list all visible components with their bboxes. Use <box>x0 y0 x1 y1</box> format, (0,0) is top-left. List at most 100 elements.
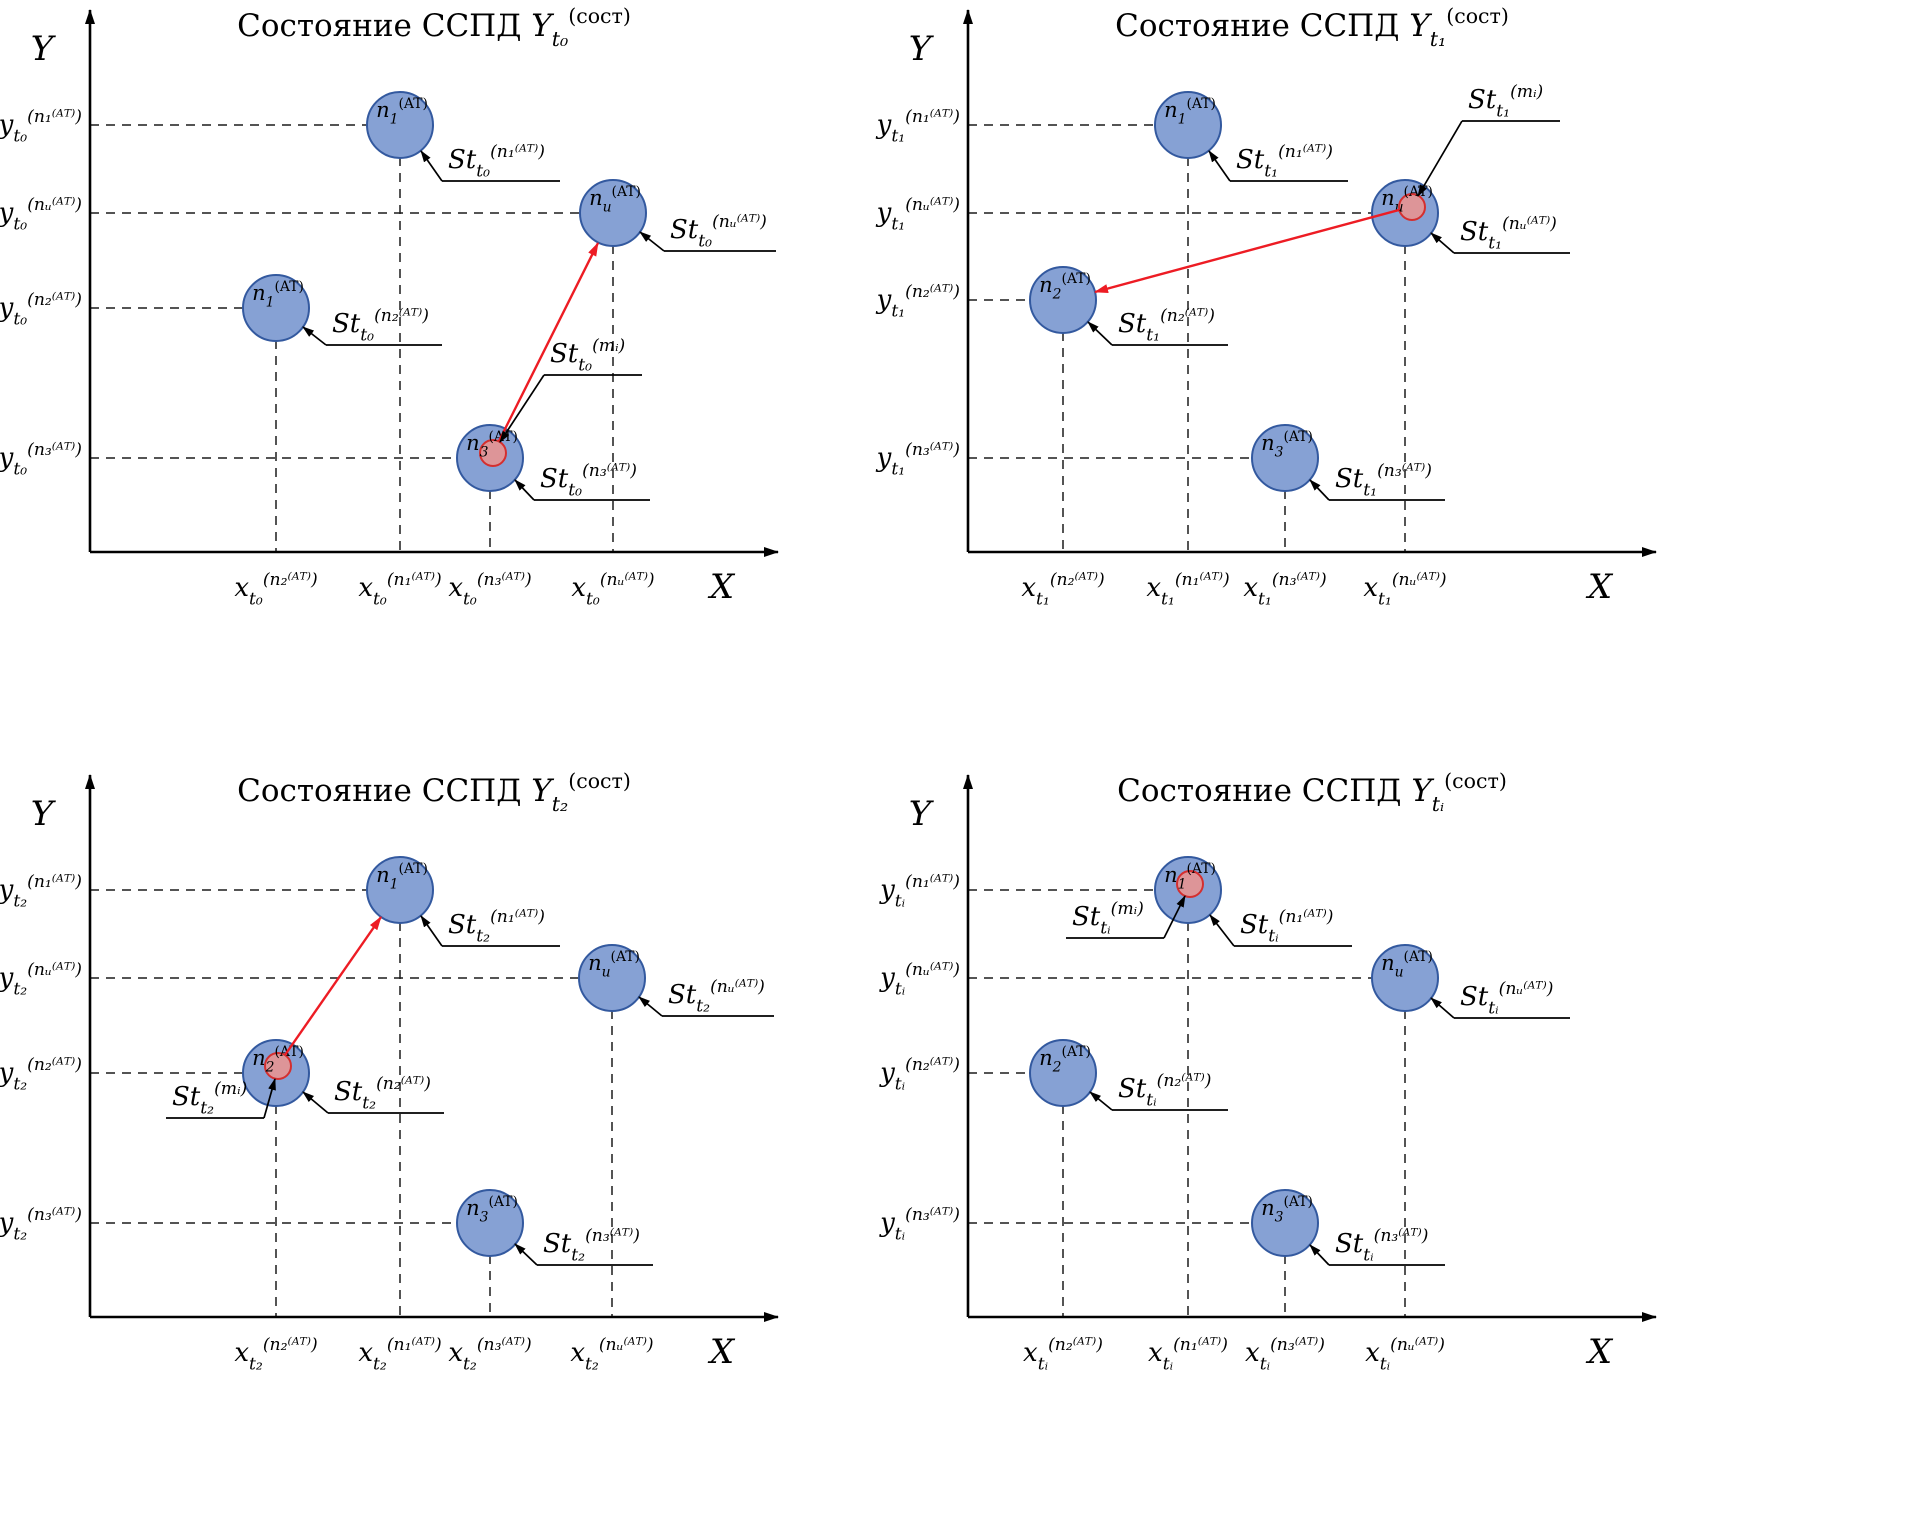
st-leader-arrow <box>1209 914 1235 947</box>
node-n2-label: n2(AT) <box>1039 271 1091 303</box>
st-label: Stt₁(nᵤ⁽ᴬᵀ⁾) <box>1460 214 1557 253</box>
x-axis-letter: X <box>1585 567 1614 607</box>
node-n1-label: n1(AT) <box>376 96 428 128</box>
node-nu-label: nu(AT) <box>1381 949 1433 981</box>
st-label: Sttᵢ(n₂⁽ᴬᵀ⁾) <box>1118 1071 1212 1110</box>
st-leader-arrow <box>638 996 663 1017</box>
st-leader-arrow <box>499 374 545 443</box>
node-n3-circle <box>456 1189 524 1257</box>
node-n3-circle <box>1251 1189 1319 1257</box>
st-label: Stt₀(nᵤ⁽ᴬᵀ⁾) <box>670 212 767 251</box>
mobility-arrow <box>284 916 382 1056</box>
y-tick-label-nu: yt₀(nᵤ⁽ᴬᵀ⁾) <box>0 195 82 234</box>
x-tick-label-nu: xt₂(nᵤ⁽ᴬᵀ⁾) <box>570 1335 653 1374</box>
y-tick-label-n2: yt₂(n₂⁽ᴬᵀ⁾) <box>0 1055 82 1094</box>
y-tick-label-n1: yt₂(n₁⁽ᴬᵀ⁾) <box>0 872 82 911</box>
node-nu-circle <box>1371 944 1439 1012</box>
node-n3-label: n3(AT) <box>466 429 518 461</box>
st-leader-arrow <box>302 1091 329 1114</box>
x-tick-label-n2: xt₀(n₂⁽ᴬᵀ⁾) <box>234 570 317 609</box>
st-leader-arrow <box>514 479 535 501</box>
mobility-arrow <box>497 242 600 442</box>
y-tick-label-nu: yt₂(nᵤ⁽ᴬᵀ⁾) <box>0 960 82 999</box>
y-tick-label-nu: yt₁(nᵤ⁽ᴬᵀ⁾) <box>876 195 960 234</box>
y-axis-letter: Y <box>909 29 935 69</box>
y-tick-label-n3: ytᵢ(n₃⁽ᴬᵀ⁾) <box>879 1205 960 1244</box>
x-tick-label-n3: xt₂(n₃⁽ᴬᵀ⁾) <box>448 1335 531 1374</box>
y-tick-label-n3: yt₀(n₃⁽ᴬᵀ⁾) <box>0 440 82 479</box>
y-axis-letter: Y <box>909 794 935 834</box>
node-n2-circle <box>1029 266 1097 334</box>
x-tick-label-n3: xt₀(n₃⁽ᴬᵀ⁾) <box>448 570 531 609</box>
st-leader-arrow <box>1087 321 1113 346</box>
st-leader-arrow <box>1309 479 1330 501</box>
y-axis-letter: Y <box>31 29 57 69</box>
mobile-subscriber-marker <box>479 439 507 467</box>
x-tick-label-n2: xtᵢ(n₂⁽ᴬᵀ⁾) <box>1023 1335 1103 1374</box>
node-nu-label: nu(AT) <box>588 949 640 981</box>
st-leader-arrow <box>420 150 443 182</box>
st-label: Stt₂(n₃⁽ᴬᵀ⁾) <box>543 1226 640 1265</box>
panel-t1: Y X Состояние ССПД Yt₁(сост) n1(AT) yt₁(n₁⁽ᴬ… <box>876 4 1657 609</box>
y-tick-label-n2: yt₀(n₂⁽ᴬᵀ⁾) <box>0 290 82 329</box>
panel-ti: Y X Состояние ССПД Ytᵢ(сост) n1(AT) ytᵢ(n₁⁽ᴬ… <box>879 769 1657 1374</box>
panel-title: Состояние ССПД Yt₁(сост) <box>1115 4 1509 51</box>
node-n1-label: n1(AT) <box>1164 96 1216 128</box>
x-tick-label-n3: xtᵢ(n₃⁽ᴬᵀ⁾) <box>1245 1335 1325 1374</box>
st-leader-arrow <box>639 231 665 252</box>
node-n3-label: n3(AT) <box>1261 429 1313 461</box>
node-n1-circle <box>366 91 434 159</box>
x-tick-label-nu: xt₁(nᵤ⁽ᴬᵀ⁾) <box>1363 570 1446 609</box>
node-nu-label: nu(AT) <box>589 184 641 216</box>
node-nu-circle <box>579 179 647 247</box>
y-tick-label-n1: yt₁(n₁⁽ᴬᵀ⁾) <box>876 107 960 146</box>
st-leader-arrow <box>1089 1091 1113 1111</box>
node-n3-label: n3(AT) <box>1261 1194 1313 1226</box>
x-tick-label-n1: xt₂(n₁⁽ᴬᵀ⁾) <box>358 1335 441 1374</box>
st-leader-arrow <box>1163 895 1186 939</box>
x-tick-label-n1: xtᵢ(n₁⁽ᴬᵀ⁾) <box>1148 1335 1228 1374</box>
node-n3-circle <box>1251 424 1319 492</box>
x-axis-letter: X <box>1585 1332 1614 1372</box>
st-label: Stt₁(n₃⁽ᴬᵀ⁾) <box>1335 461 1432 500</box>
y-tick-label-n3: yt₂(n₃⁽ᴬᵀ⁾) <box>0 1205 82 1244</box>
st-leader-arrow <box>420 915 443 947</box>
node-nu-circle <box>578 944 646 1012</box>
panel-title: Состояние ССПД Yt₂(сост) <box>237 769 631 816</box>
node-n2-circle <box>1029 1039 1097 1107</box>
node-n1-circle <box>1154 91 1222 159</box>
node-n2-circle <box>242 274 310 342</box>
x-tick-label-nu: xt₀(nᵤ⁽ᴬᵀ⁾) <box>571 570 654 609</box>
mobility-arrow <box>1094 208 1400 294</box>
node-n2-label: n2(AT) <box>1039 1044 1091 1076</box>
y-tick-label-n2: ytᵢ(n₂⁽ᴬᵀ⁾) <box>879 1055 960 1094</box>
st-label: Stt₀(mᵢ) <box>550 336 625 375</box>
st-leader-arrow <box>1430 232 1455 254</box>
node-n1-label: n1(AT) <box>376 861 428 893</box>
st-label: Stt₀(n₂⁽ᴬᵀ⁾) <box>332 306 429 345</box>
st-label: Stt₁(n₁⁽ᴬᵀ⁾) <box>1236 142 1333 181</box>
st-leader-arrow <box>1309 1244 1330 1266</box>
st-label: Stt₁(n₂⁽ᴬᵀ⁾) <box>1118 306 1215 345</box>
x-tick-label-n1: xt₀(n₁⁽ᴬᵀ⁾) <box>358 570 441 609</box>
x-tick-label-n2: xt₁(n₂⁽ᴬᵀ⁾) <box>1021 570 1104 609</box>
x-tick-label-nu: xtᵢ(nᵤ⁽ᴬᵀ⁾) <box>1365 1335 1445 1374</box>
node-n2-label: n2(AT) <box>252 1044 304 1076</box>
node-n2-label: n1(AT) <box>252 279 304 311</box>
mobile-subscriber-marker <box>264 1052 292 1080</box>
st-label: Stt₂(nᵤ⁽ᴬᵀ⁾) <box>668 977 765 1016</box>
st-label: Stt₀(n₁⁽ᴬᵀ⁾) <box>448 142 545 181</box>
node-n1-label: n1(AT) <box>1164 861 1216 893</box>
panel-title: Состояние ССПД Ytᵢ(сост) <box>1117 769 1507 816</box>
st-label: Stt₂(n₁⁽ᴬᵀ⁾) <box>448 907 545 946</box>
y-tick-label-n1: yt₀(n₁⁽ᴬᵀ⁾) <box>0 107 82 146</box>
st-label: Sttᵢ(nᵤ⁽ᴬᵀ⁾) <box>1460 979 1553 1018</box>
y-tick-label-nu: ytᵢ(nᵤ⁽ᴬᵀ⁾) <box>879 960 960 999</box>
st-leader-arrow <box>1417 120 1463 197</box>
st-label: Sttᵢ(n₁⁽ᴬᵀ⁾) <box>1240 907 1334 946</box>
node-n3-label: n3(AT) <box>466 1194 518 1226</box>
st-leader-arrow <box>263 1078 276 1119</box>
st-label: Stt₀(n₃⁽ᴬᵀ⁾) <box>540 461 637 500</box>
y-tick-label-n1: ytᵢ(n₁⁽ᴬᵀ⁾) <box>879 872 960 911</box>
